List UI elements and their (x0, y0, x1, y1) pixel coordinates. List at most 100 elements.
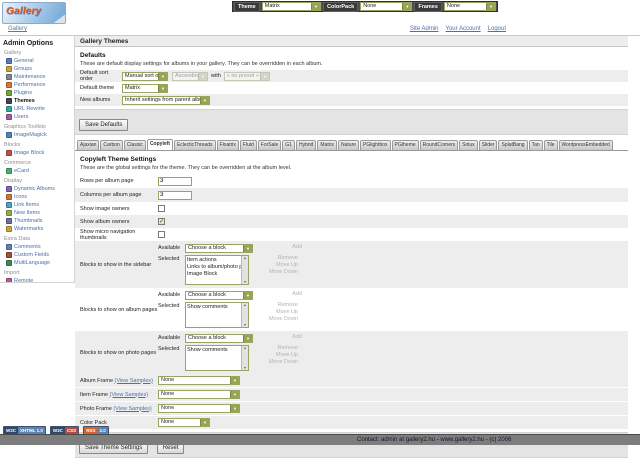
sidebar-item-plugins[interactable]: Plugins (6, 89, 74, 97)
scroll-up-icon[interactable]: ▲ (243, 256, 247, 260)
scrollbar[interactable]: ▲ ▼ (241, 303, 248, 327)
scrollbar[interactable]: ▲ ▼ (241, 346, 248, 370)
move-down-link[interactable]: Move Down (268, 316, 298, 322)
choose-block-select-2[interactable]: Choose a block ▼ (185, 334, 253, 343)
sidebar-item-performance[interactable]: Performance (6, 81, 74, 89)
scroll-up-icon[interactable]: ▲ (243, 346, 247, 350)
choose-block-select-1[interactable]: Choose a block ▼ (185, 291, 253, 300)
sidebar-item-thumbnails[interactable]: Thumbnails (6, 217, 74, 225)
tab-wordpressembedded[interactable]: WordpressEmbedded (558, 140, 613, 150)
save-defaults-button[interactable]: Save Defaults (79, 119, 129, 131)
default-theme-select[interactable]: Matrix ▼ (122, 83, 168, 93)
frames-select[interactable]: None ▼ (443, 2, 497, 11)
listbox-option-links-to-album-photo-peers[interactable]: Links to album/photo peers (187, 264, 241, 270)
remove-link[interactable]: Remove (277, 255, 298, 261)
photo-frame-select[interactable]: None ▼ (158, 404, 240, 413)
sidebar-item-groups[interactable]: Groups (6, 65, 74, 73)
scroll-down-icon[interactable]: ▼ (243, 280, 247, 284)
tab-tile[interactable]: Tile (543, 140, 558, 150)
view-samples-link[interactable]: (View Samples) (109, 391, 149, 398)
sidebar-item-themes[interactable]: Themes (6, 97, 74, 105)
sidebar-item-general[interactable]: General (6, 57, 74, 65)
sidebar-item-new-items[interactable]: New Items (6, 209, 74, 217)
tab-eclecticthreads[interactable]: EclecticThreads (173, 140, 216, 150)
link-your-account[interactable]: Your Account (445, 26, 481, 32)
listbox-option-image-block[interactable]: Image Block (187, 271, 218, 277)
new-albums-select[interactable]: Inherit settings from parent album ▼ (122, 95, 210, 105)
remove-link[interactable]: Remove (277, 345, 298, 351)
scrollbar[interactable]: ▲ ▼ (241, 256, 248, 284)
sidebar-item-image-block[interactable]: Image Block (6, 149, 74, 157)
choose-block-select-0[interactable]: Choose a block ▼ (185, 244, 253, 253)
sidebar-item-link-items[interactable]: Link Items (6, 201, 74, 209)
move-down-link[interactable]: Move Down (268, 269, 298, 275)
sidebar-item-ecard[interactable]: eCard (6, 167, 74, 175)
tab-slider[interactable]: Slider (478, 140, 498, 150)
sidebar-item-watermarks[interactable]: Watermarks (6, 225, 74, 233)
move-up-link[interactable]: Move Up (275, 352, 298, 358)
listbox-option-item-actions[interactable]: Item actions (187, 257, 217, 263)
tab-fluid[interactable]: Fluid (239, 140, 257, 150)
view-samples-link[interactable]: (View Samples) (114, 377, 153, 384)
sidebar-item-dynamic-albums[interactable]: Dynamic Albums (6, 185, 74, 193)
input-rows-per-album-page[interactable] (158, 176, 192, 186)
sidebar-item-maintenance[interactable]: Maintenance (6, 73, 74, 81)
sidebar-item-icons[interactable]: Icons (6, 193, 74, 201)
scroll-up-icon[interactable]: ▲ (243, 303, 247, 307)
item-frame-select[interactable]: None ▼ (158, 390, 240, 399)
link-site-admin[interactable]: Site Admin (409, 26, 439, 32)
label-show-image-owners: Show image owners (80, 205, 130, 212)
tab-g1[interactable]: G1 (282, 140, 295, 150)
sidebar-item-comments[interactable]: Comments (6, 243, 74, 251)
theme-select[interactable]: Matrix ▼ (261, 2, 321, 11)
link-logout[interactable]: Logout (487, 26, 506, 32)
tab-hybrid[interactable]: Hybrid (295, 140, 317, 150)
default-sort-order-select[interactable]: Manual sort order ▼ (122, 71, 168, 81)
checkbox-show-micro-navigation-thumbnails[interactable] (158, 231, 165, 238)
tab-forsale[interactable]: ForSale (257, 140, 282, 150)
gallery-logo[interactable]: Gallery (2, 2, 66, 24)
add-link[interactable]: Add (292, 334, 302, 340)
sidebar-item-remote[interactable]: Remote (6, 277, 74, 282)
selected-blocks-listbox-2[interactable]: Show comments ▲ ▼ (185, 345, 249, 371)
move-up-link[interactable]: Move Up (275, 262, 298, 268)
sidebar-item-imagemagick[interactable]: ImageMagick (6, 131, 74, 139)
breadcrumb[interactable]: Gallery (8, 26, 28, 32)
scroll-down-icon[interactable]: ▼ (243, 323, 247, 327)
checkbox-show-image-owners[interactable] (158, 205, 165, 212)
sidebar-item-custom-fields[interactable]: Custom Fields (6, 251, 74, 259)
move-up-link[interactable]: Move Up (275, 309, 298, 315)
tab-splatbang[interactable]: SplatBang (498, 140, 528, 150)
tab-pglightbox[interactable]: PGlightbox (360, 140, 391, 150)
listbox-option-show-comments[interactable]: Show comments (187, 304, 228, 310)
tab-tan[interactable]: Tan (528, 140, 543, 150)
tab-roundcorners[interactable]: RoundCorners (419, 140, 459, 150)
view-samples-link[interactable]: (View Samples) (113, 405, 152, 412)
add-link[interactable]: Add (292, 244, 302, 250)
color-pack-select[interactable]: None ▼ (158, 418, 210, 427)
sidebar-item-url-rewrite[interactable]: URL Rewrite (6, 105, 74, 113)
tab-nature[interactable]: Nature (338, 140, 360, 150)
album-frame-select[interactable]: None ▼ (158, 376, 240, 385)
tab-siriux[interactable]: Siriux (459, 140, 478, 150)
input-columns-per-album-page[interactable] (158, 190, 192, 200)
add-link[interactable]: Add (292, 291, 302, 297)
tab-matrix[interactable]: Matrix (317, 140, 338, 150)
selected-blocks-listbox-1[interactable]: Show comments ▲ ▼ (185, 302, 249, 328)
scroll-down-icon[interactable]: ▼ (243, 366, 247, 370)
sidebar-item-multilanguage[interactable]: MultiLanguage (6, 259, 74, 267)
plugins-icon (6, 90, 12, 96)
remove-link[interactable]: Remove (277, 302, 298, 308)
tab-ajaxian[interactable]: Ajaxian (77, 140, 100, 150)
tab-copyleft[interactable]: Copyleft (146, 139, 173, 150)
tab-classic[interactable]: Classic (123, 140, 146, 150)
move-down-link[interactable]: Move Down (268, 359, 298, 365)
colorpack-select[interactable]: None ▼ (360, 2, 413, 11)
sidebar-item-users[interactable]: Users (6, 113, 74, 121)
listbox-option-show-comments[interactable]: Show comments (187, 347, 228, 353)
tab-carbon[interactable]: Carbon (100, 140, 123, 150)
tab-pgtheme[interactable]: PGtheme (391, 140, 419, 150)
tab-floatrix[interactable]: Floatrix (216, 140, 239, 150)
checkbox-show-album-owners[interactable] (158, 218, 165, 225)
